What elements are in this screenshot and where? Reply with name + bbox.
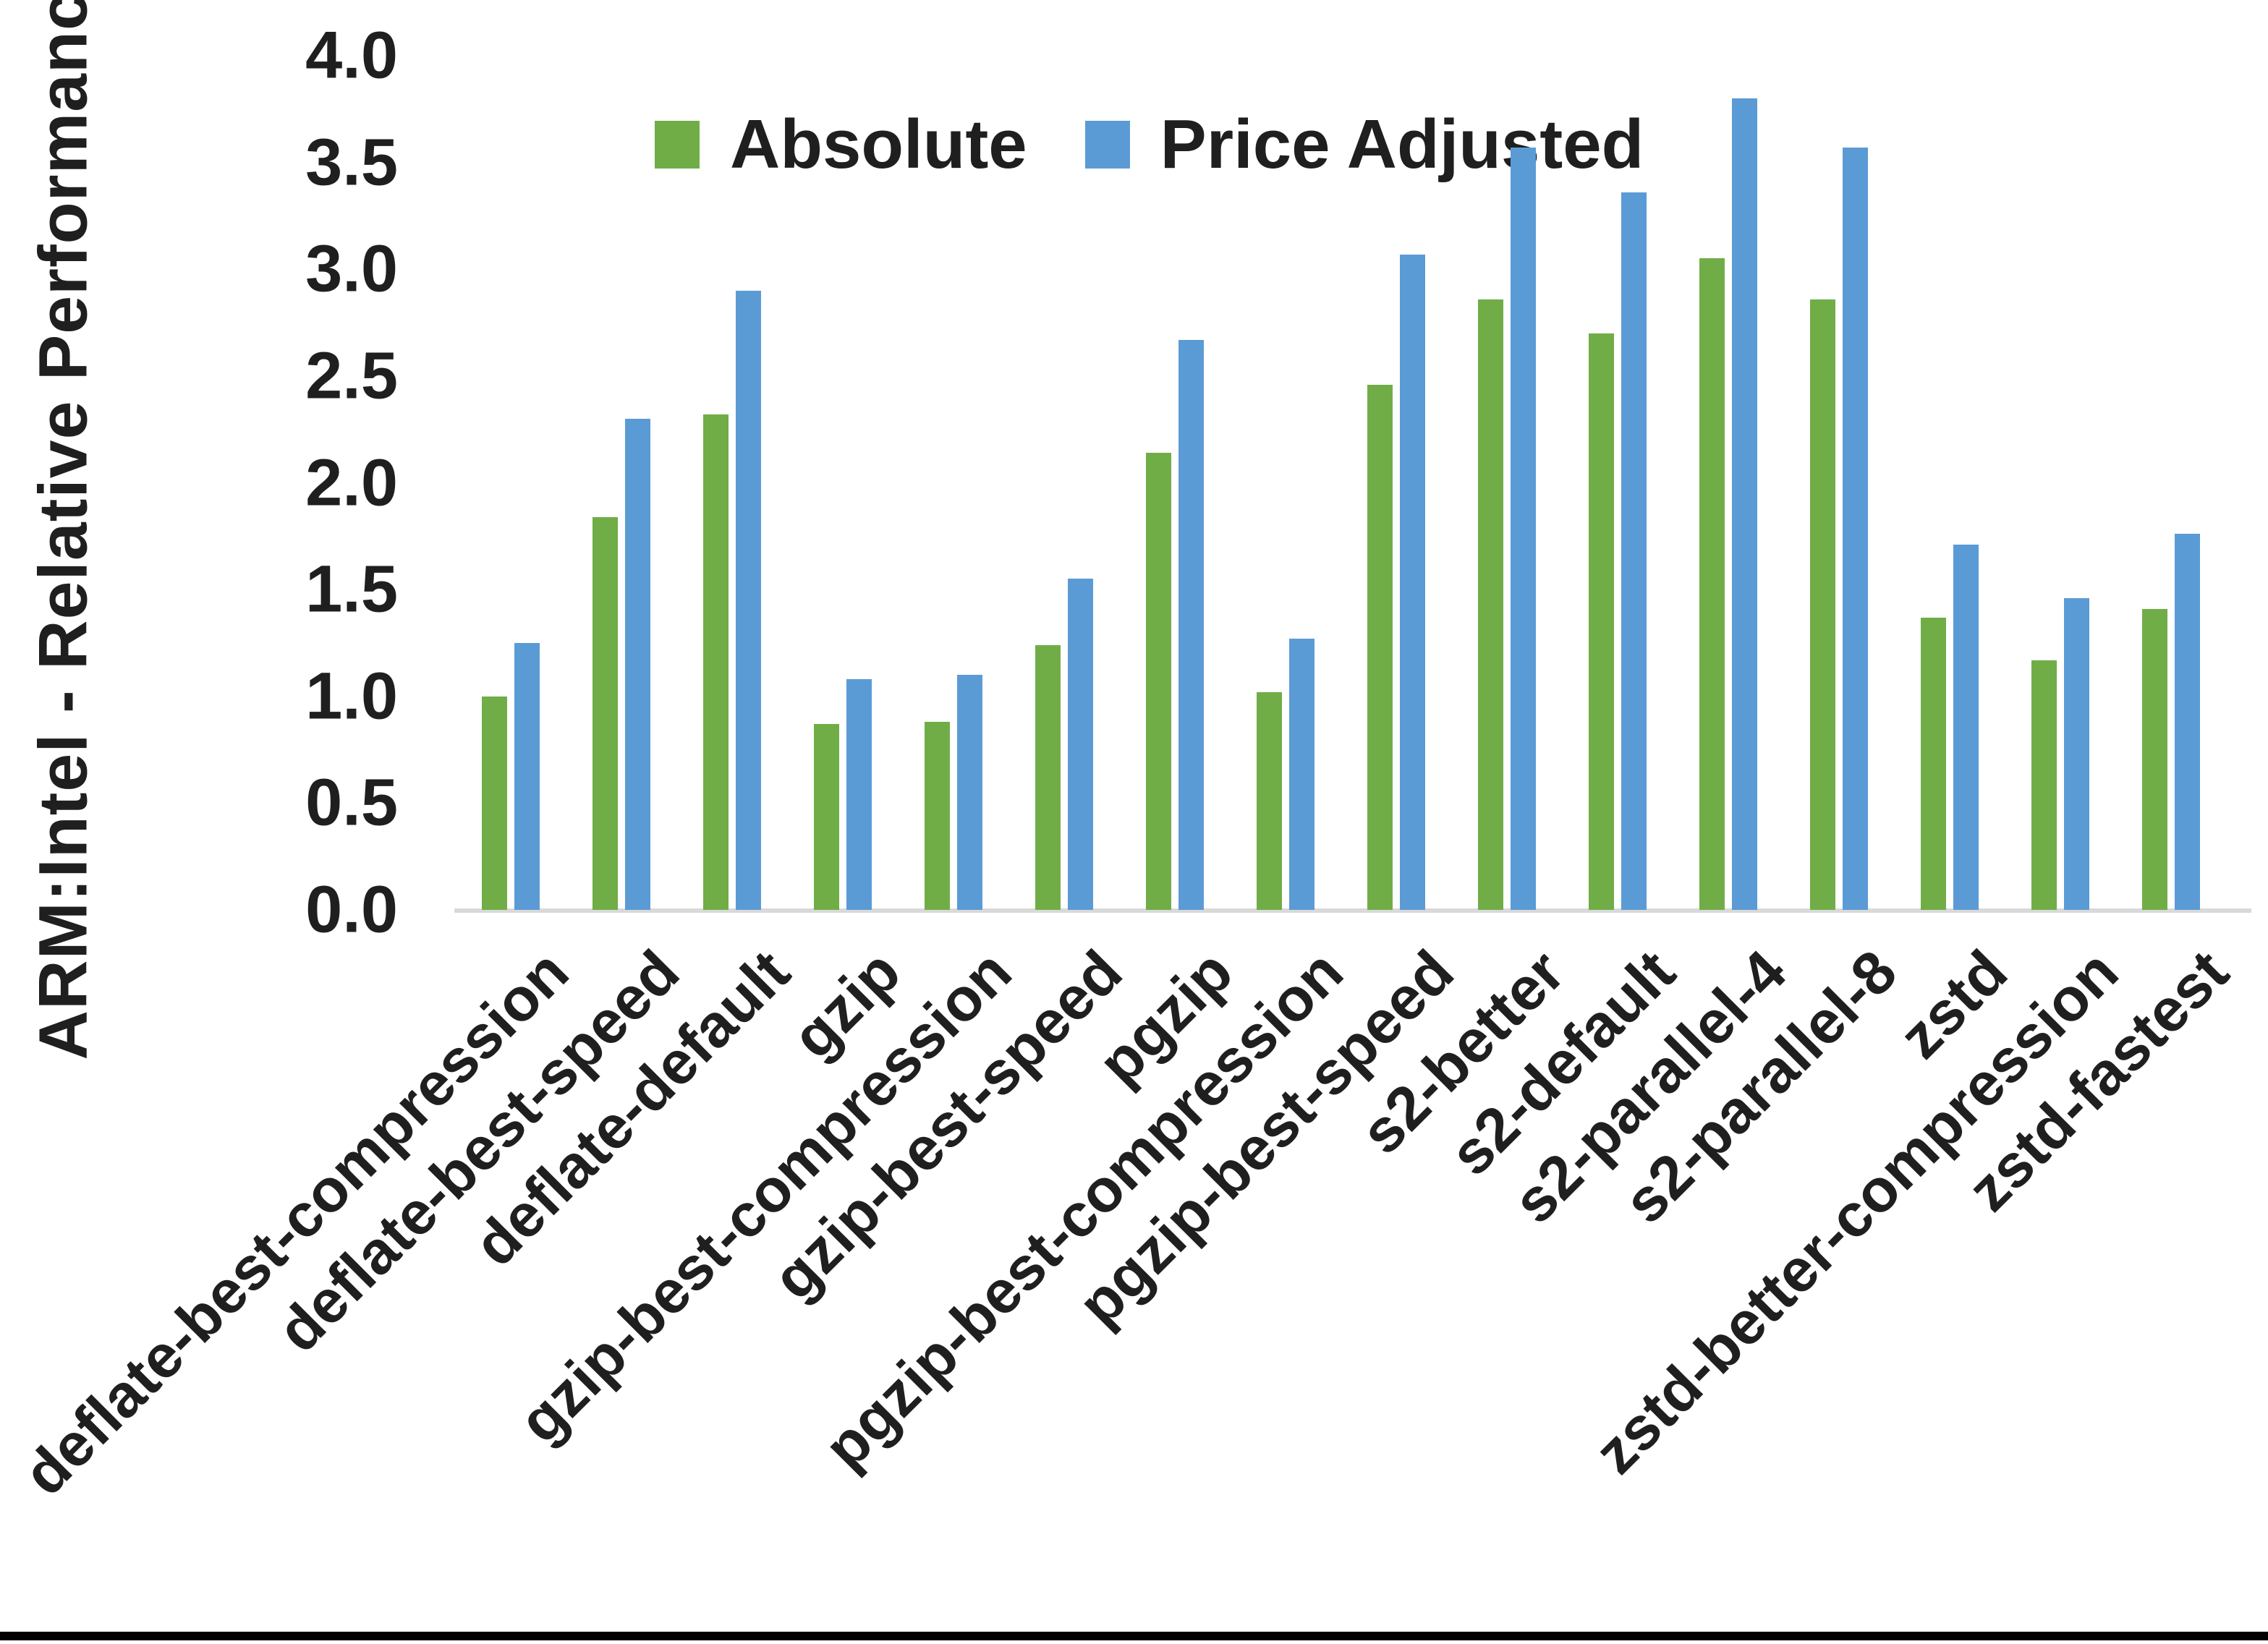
bar-absolute-pgzip-best-compression	[1257, 691, 1282, 910]
legend-item-price-adjusted: Price Adjusted	[1084, 105, 1644, 184]
bar-price-adjusted-zstd-better-compression	[2064, 597, 2089, 910]
bar-absolute-zstd-fastest	[2142, 608, 2167, 910]
bar-absolute-s2-parallel-4	[1699, 258, 1725, 910]
bar-price-adjusted-gzip	[846, 679, 872, 910]
bar-absolute-s2-parallel-8	[1810, 299, 1835, 910]
bar-price-adjusted-s2-parallel-4	[1732, 98, 1757, 910]
bar-price-adjusted-deflate-best-compression	[514, 642, 540, 910]
y-tick-label-1.0: 1.0	[305, 659, 398, 733]
figure-bottom-border	[0, 1632, 2268, 1640]
bar-price-adjusted-zstd	[1953, 545, 1979, 910]
bar-price-adjusted-pgzip-best-speed	[1400, 254, 1425, 910]
y-tick-label-2.5: 2.5	[305, 338, 398, 413]
bar-absolute-deflate-default	[703, 414, 729, 910]
bar-absolute-deflate-best-speed	[593, 516, 618, 910]
y-tick-label-0.5: 0.5	[305, 765, 398, 840]
bar-price-adjusted-s2-default	[1621, 192, 1647, 910]
y-axis-title-text: ARM:Intel - Relative Performance	[25, 0, 102, 1060]
bar-price-adjusted-zstd-fastest	[2175, 534, 2200, 910]
bar-price-adjusted-pgzip	[1178, 339, 1204, 910]
bar-absolute-zstd-better-compression	[2031, 660, 2057, 910]
legend-label-absolute: Absolute	[730, 106, 1027, 183]
legend-swatch-absolute	[655, 121, 700, 169]
bar-price-adjusted-gzip-best-compression	[957, 675, 982, 910]
bar-absolute-pgzip	[1146, 453, 1171, 910]
y-tick-label-1.5: 1.5	[305, 552, 398, 626]
y-tick-label-4.0: 4.0	[305, 18, 398, 93]
bar-absolute-deflate-best-compression	[482, 696, 507, 910]
y-tick-label-3.5: 3.5	[305, 125, 398, 200]
bar-price-adjusted-deflate-best-speed	[625, 418, 650, 910]
bar-absolute-zstd	[1921, 617, 1946, 910]
bar-price-adjusted-pgzip-best-compression	[1289, 639, 1314, 910]
y-tick-label-2.0: 2.0	[305, 446, 398, 519]
legend-item-absolute: Absolute	[655, 105, 1027, 184]
bar-absolute-gzip-best-compression	[925, 722, 950, 910]
legend: Absolute Price Adjusted	[655, 105, 1644, 184]
bar-absolute-gzip	[814, 724, 839, 910]
bar-price-adjusted-deflate-default	[736, 290, 761, 910]
bar-price-adjusted-s2-parallel-8	[1843, 147, 1868, 910]
bar-absolute-s2-default	[1589, 333, 1614, 910]
bar-price-adjusted-gzip-best-speed	[1068, 579, 1093, 910]
bar-price-adjusted-s2-better	[1511, 147, 1536, 910]
legend-swatch-price-adjusted	[1084, 121, 1130, 169]
x-axis-line	[454, 908, 2251, 913]
y-tick-label-0.0: 0.0	[305, 872, 398, 947]
bar-absolute-gzip-best-speed	[1035, 644, 1061, 910]
legend-label-price-adjusted: Price Adjusted	[1160, 106, 1644, 183]
y-axis-title: ARM:Intel - Relative Performance	[20, 0, 107, 1060]
y-tick-label-3.0: 3.0	[305, 231, 398, 306]
bar-absolute-s2-better	[1478, 299, 1503, 910]
bar-absolute-pgzip-best-speed	[1367, 384, 1393, 910]
